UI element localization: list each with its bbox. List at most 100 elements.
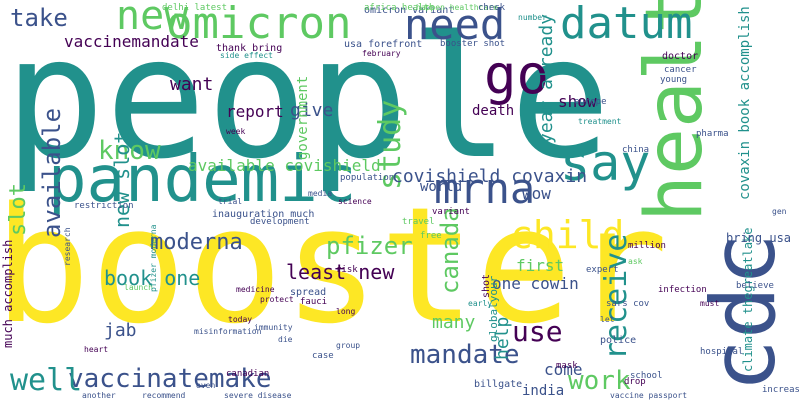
cloud-word: trial	[218, 197, 243, 206]
cloud-word: another	[82, 391, 116, 400]
cloud-word: mandate	[410, 340, 520, 370]
cloud-word: thank bring	[216, 43, 283, 54]
cloud-word: climate thegreatlake	[741, 227, 755, 373]
cloud-word: spread	[290, 287, 327, 298]
cloud-word: drop	[624, 377, 646, 387]
cloud-word: shot	[481, 273, 492, 298]
cloud-word: protect	[260, 295, 294, 304]
cloud-word: people	[4, 0, 611, 196]
cloud-word: omicron variant	[364, 5, 455, 16]
cloud-word: available covishield	[188, 156, 381, 175]
cloud-word: doctor	[662, 51, 699, 62]
cloud-word: sars cov	[606, 299, 650, 309]
cloud-word: gen	[772, 207, 787, 216]
cloud-word: show	[558, 92, 597, 111]
cloud-word: bring usa	[726, 231, 792, 245]
cloud-word: many	[432, 312, 476, 333]
cloud-word: research	[63, 227, 72, 266]
cloud-word: long	[336, 307, 356, 316]
cloud-word: datum	[560, 0, 693, 49]
cloud-word: group	[336, 341, 361, 350]
cloud-word: child	[510, 213, 625, 257]
cloud-word: free	[420, 231, 442, 241]
cloud-word: booster	[0, 172, 669, 359]
cloud-word: covaxin book accomplish	[737, 6, 753, 200]
cloud-word: cancer	[664, 65, 697, 75]
cloud-word: population	[340, 173, 395, 183]
cloud-word: check	[478, 3, 506, 13]
cloud-word: covishield covaxin	[392, 166, 588, 187]
cloud-word: death	[472, 103, 515, 119]
cloud-word: moderna	[150, 230, 243, 255]
cloud-word: early	[468, 299, 493, 308]
cloud-word: development	[250, 217, 310, 227]
cloud-word: number	[518, 13, 547, 22]
cloud-word: omicron	[166, 0, 352, 49]
cloud-word: jab	[104, 320, 137, 341]
cloud-word: canadian	[226, 369, 270, 379]
cloud-word: europe	[574, 97, 607, 107]
cloud-word: pfizer moderna	[149, 224, 158, 292]
cloud-word: restriction	[74, 201, 134, 211]
cloud-word: need	[404, 0, 506, 49]
cloud-word: new slot	[110, 131, 134, 228]
cloud-word: misinformation	[194, 327, 262, 336]
cloud-word: even	[196, 381, 216, 390]
cloud-word: china	[622, 145, 650, 155]
cloud-word: book one	[104, 266, 201, 290]
cloud-word: variant	[432, 207, 470, 217]
cloud-word: first	[516, 256, 565, 275]
cloud-word: school	[630, 371, 663, 381]
cloud-word: well	[10, 363, 83, 398]
cloud-word: booster shot	[440, 39, 506, 49]
cloud-word: vaccinatemake	[68, 364, 272, 394]
cloud-word: pharma	[696, 129, 729, 139]
cloud-word: case	[312, 351, 334, 361]
cloud-word: available	[38, 107, 66, 238]
cloud-word: one cowin	[492, 274, 579, 293]
cloud-word: use	[512, 315, 563, 348]
cloud-word: fauci	[300, 297, 328, 307]
cloud-word: recommend	[142, 391, 186, 400]
cloud-word: hospital	[700, 347, 744, 357]
cloud-word: vaccine passport	[610, 391, 688, 400]
cloud-word: happen healthcare	[416, 3, 498, 12]
cloud-word: say	[560, 134, 651, 192]
cloud-word: die	[278, 335, 293, 344]
cloud-word: pfizer	[326, 232, 413, 260]
cloud-word: africa health	[364, 3, 435, 13]
cloud-word: believe	[736, 281, 774, 291]
cloud-word: government	[295, 75, 311, 160]
cloud-word: ask	[628, 257, 643, 266]
cloud-word: science	[338, 197, 372, 206]
cloud-word: take	[10, 4, 68, 32]
cloud-word: report	[226, 102, 284, 121]
cloud-word: slot	[6, 183, 31, 236]
cloud-word: young	[660, 75, 688, 85]
cloud-word: must	[700, 299, 720, 308]
cloud-word: new	[116, 0, 189, 39]
cloud-word: media	[308, 189, 333, 198]
cloud-word: police	[600, 335, 637, 346]
cloud-word: canada	[436, 207, 464, 294]
cloud-word: world	[420, 179, 463, 195]
cloud-word: usa forefront	[344, 39, 423, 50]
cloud-word: expert	[586, 265, 619, 275]
cloud-word: billgate	[474, 379, 523, 390]
cloud-word: side effect	[220, 51, 273, 60]
cloud-word: today	[228, 315, 253, 324]
cloud-word: week	[226, 127, 246, 136]
cloud-word: delhi latest	[162, 3, 228, 13]
cloud-word: heart	[84, 345, 109, 354]
cloud-word: million	[628, 241, 666, 251]
cloud-word: want	[170, 74, 214, 95]
cloud-word: least new	[286, 260, 395, 284]
cloud-word: severe disease	[224, 391, 292, 400]
cloud-word: vaccinemandate	[64, 32, 199, 51]
cloud-word: launch	[124, 283, 153, 292]
cloud-word: travel	[402, 217, 435, 227]
cloud-word: much accomplish	[1, 239, 15, 348]
cloud-word: inauguration much	[212, 209, 315, 220]
cloud-word: know	[98, 136, 161, 166]
